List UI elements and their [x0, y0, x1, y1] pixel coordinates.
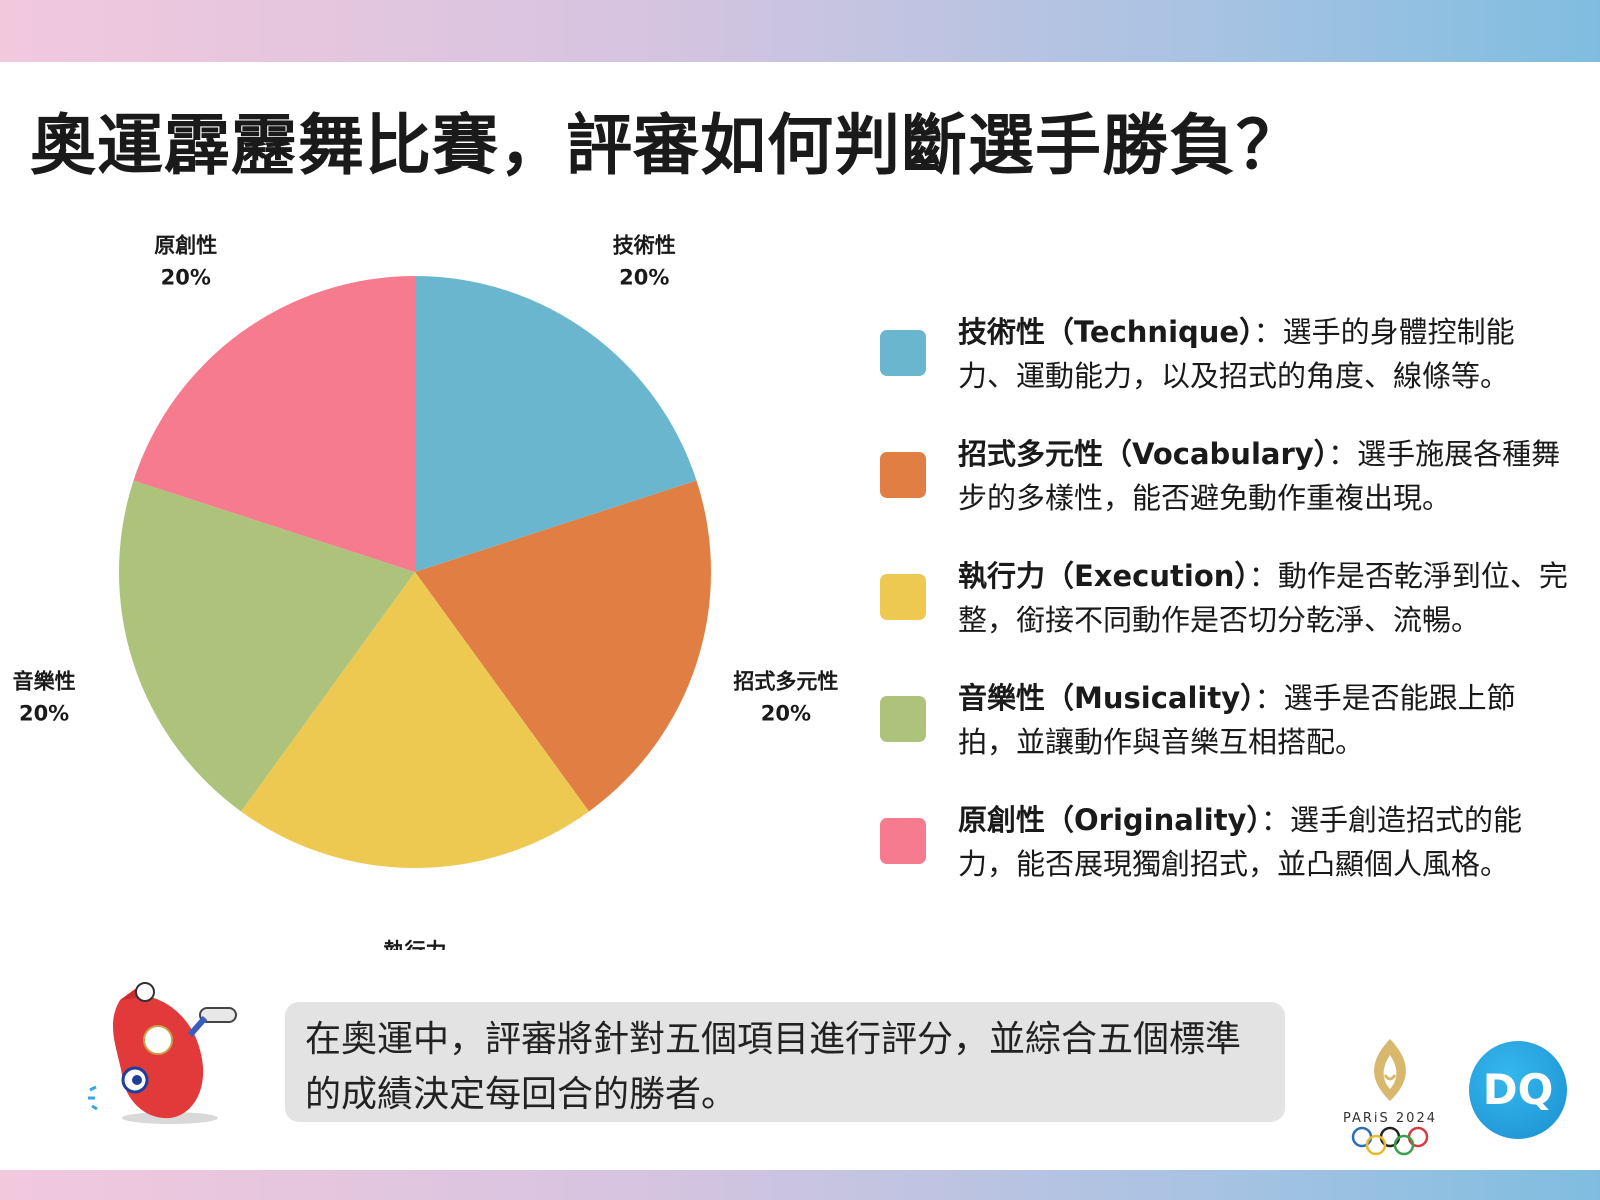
legend-name-technique: 技術性（Technique） [958, 315, 1254, 349]
legend-item-musicality: 音樂性（Musicality）：選手是否能跟上節拍，並讓動作與音樂互相搭配。 [880, 676, 1570, 798]
dq-logo: DQ [1469, 1041, 1567, 1139]
pie-value-musicality: 20% [19, 702, 69, 726]
pie-value-originality: 20% [161, 265, 211, 289]
legend-swatch-execution [880, 574, 926, 620]
legend-name-execution: 執行力（Execution） [958, 559, 1249, 593]
paris-2024-logo: PARiS 2024 [1335, 1035, 1445, 1160]
pie-label-execution: 執行力 [384, 939, 447, 950]
pie-label-musicality: 音樂性 [13, 670, 76, 694]
legend-desc-originality: ：選手創造招式的能力，能否展現獨創招式，並凸顯個人風格。 [958, 803, 1522, 881]
legend-name-vocabulary: 招式多元性（Vocabulary） [958, 437, 1329, 471]
caption-text: 在奧運中，評審將針對五個項目進行評分，並綜合五個標準的成績決定每回合的勝者。 [305, 1019, 1242, 1115]
top-gradient-bar [0, 0, 1600, 62]
legend-desc-execution: ：動作是否乾淨到位、完整，銜接不同動作是否切分乾淨、流暢。 [958, 559, 1568, 637]
legend-swatch-vocabulary [880, 452, 926, 498]
paris-flame-icon [1374, 1039, 1406, 1101]
legend-desc-technique: ：選手的身體控制能力、運動能力，以及招式的角度、線條等。 [958, 315, 1515, 393]
pie-label-vocabulary: 招式多元性 [733, 670, 838, 694]
pie-slice-originality [133, 276, 415, 572]
caption-box: 在奧運中，評審將針對五個項目進行評分，並綜合五個標準的成績決定每回合的勝者。 [285, 1002, 1285, 1122]
legend-swatch-technique [880, 330, 926, 376]
dq-logo-text: DQ [1482, 1065, 1554, 1114]
pie-label-originality: 原創性 [154, 233, 217, 257]
pie-slice-technique [415, 276, 697, 572]
pie-slice-execution [241, 572, 589, 868]
pie-slice-vocabulary [415, 480, 712, 812]
legend-swatch-originality [880, 818, 926, 864]
legend-desc-vocabulary: ：選手施展各種舞步的多樣性，能否避免動作重複出現。 [958, 437, 1561, 515]
legend-name-originality: 原創性（Originality） [958, 803, 1261, 837]
legend-swatch-musicality [880, 696, 926, 742]
legend-item-execution: 執行力（Execution）：動作是否乾淨到位、完整，銜接不同動作是否切分乾淨、… [880, 554, 1570, 676]
mascot-icon [88, 982, 237, 1124]
page-title: 奧運霹靂舞比賽，評審如何判斷選手勝負？ [30, 107, 1303, 184]
legend-item-vocabulary: 招式多元性（Vocabulary）：選手施展各種舞步的多樣性，能否避免動作重複出… [880, 432, 1570, 554]
pie-label-technique: 技術性 [613, 233, 676, 257]
pie-value-technique: 20% [619, 265, 669, 289]
bottom-gradient-bar [0, 1170, 1600, 1200]
pie-value-vocabulary: 20% [761, 702, 811, 726]
paris-2024-text: PARiS 2024 [1342, 1111, 1437, 1126]
olympic-rings-icon [1351, 1126, 1429, 1156]
legend-name-musicality: 音樂性（Musicality） [958, 681, 1255, 715]
legend-item-originality: 原創性（Originality）：選手創造招式的能力，能否展現獨創招式，並凸顯個… [880, 798, 1570, 920]
legend-desc-musicality: ：選手是否能跟上節拍，並讓動作與音樂互相搭配。 [958, 681, 1516, 759]
pie-slice-musicality [118, 480, 415, 812]
legend: 技術性（Technique）：選手的身體控制能力、運動能力，以及招式的角度、線條… [880, 310, 1570, 920]
legend-item-technique: 技術性（Technique）：選手的身體控制能力、運動能力，以及招式的角度、線條… [880, 310, 1570, 432]
